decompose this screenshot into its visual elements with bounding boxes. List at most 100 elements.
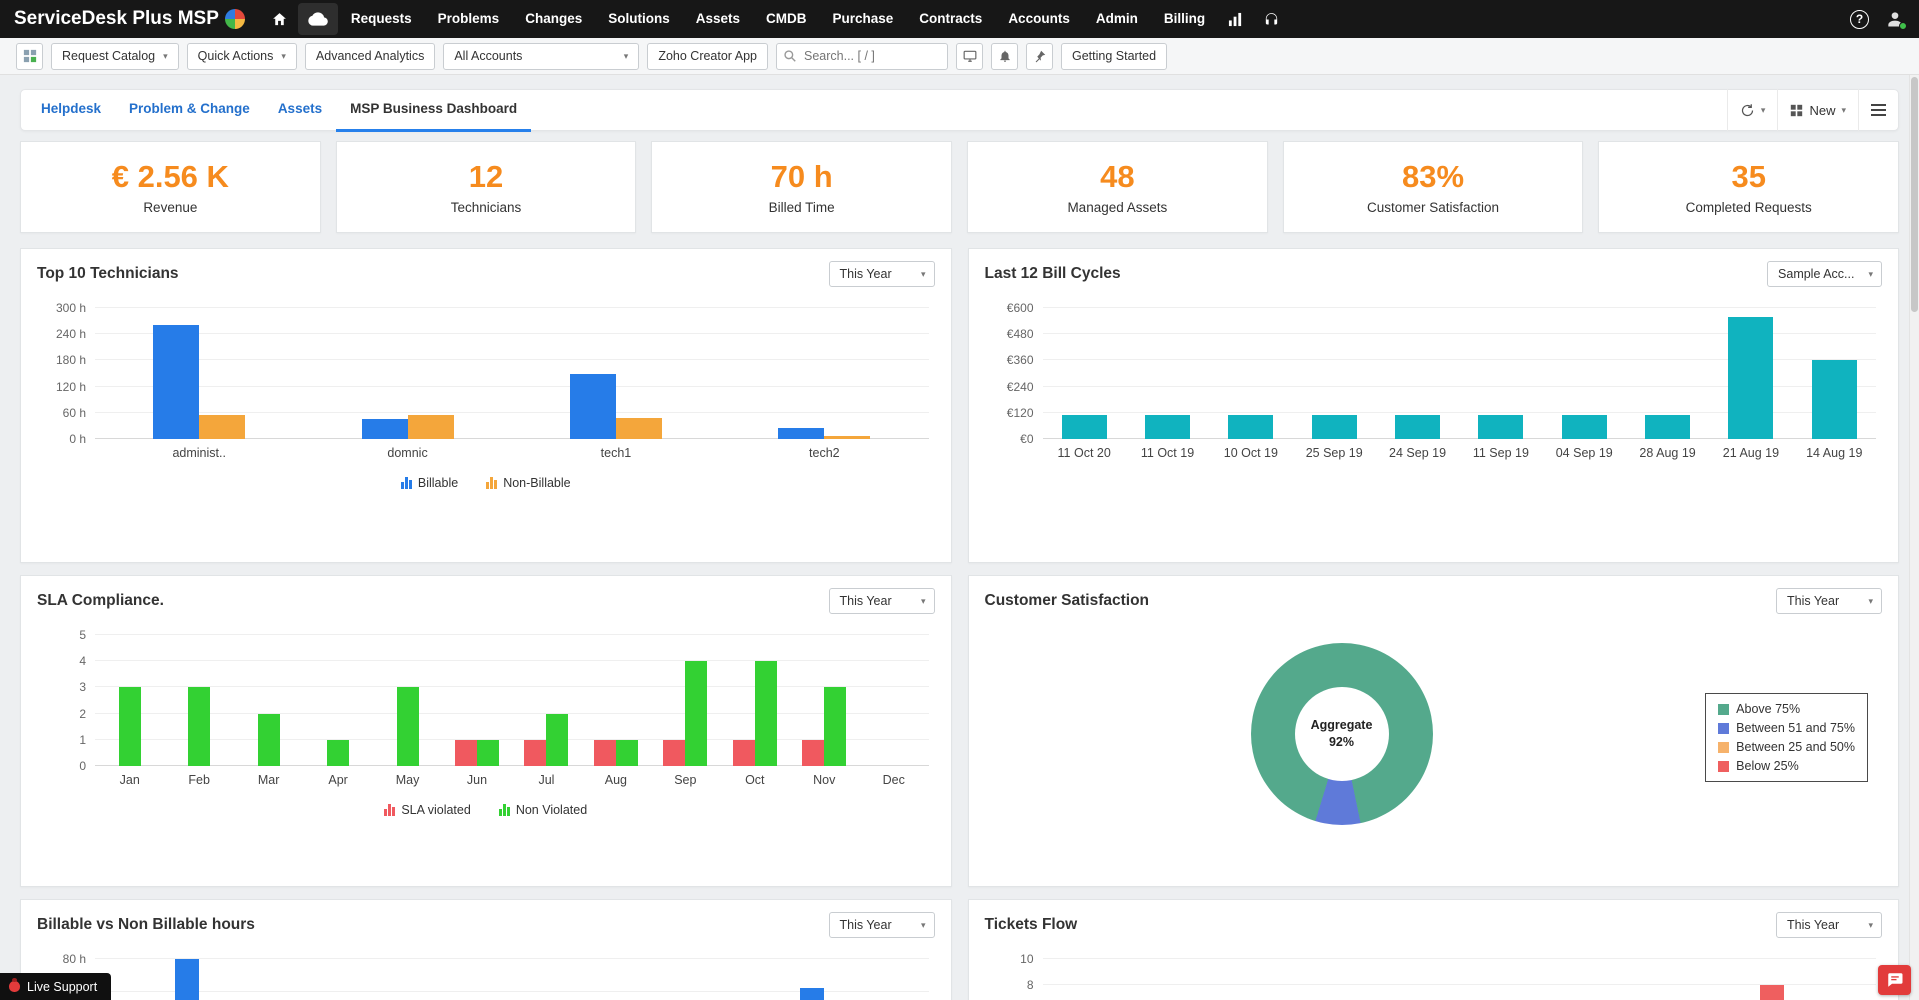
dashboard-tabs-bar: Helpdesk Problem & Change Assets MSP Bus… xyxy=(20,89,1899,132)
plot-area xyxy=(1042,958,1876,1000)
bar-group xyxy=(1043,959,1112,1000)
kpi-label: Revenue xyxy=(143,200,198,215)
bar-group xyxy=(1793,308,1876,439)
user-avatar[interactable] xyxy=(1885,9,1907,30)
home-icon[interactable] xyxy=(261,5,298,34)
headset-icon[interactable] xyxy=(1253,5,1290,34)
notifications-bell-icon[interactable] xyxy=(991,42,1018,70)
period-filter-dropdown[interactable]: This Year ▾ xyxy=(828,261,935,287)
filter-value: This Year xyxy=(839,918,892,932)
legend-item[interactable]: Non Violated xyxy=(498,803,588,817)
nav-contracts[interactable]: Contracts xyxy=(919,11,983,26)
reports-chart-icon[interactable] xyxy=(1218,6,1253,33)
request-catalog-dropdown[interactable]: Request Catalog ▾ xyxy=(51,42,179,70)
kpi-card-customer-satisfaction: 83% Customer Satisfaction xyxy=(1282,141,1584,233)
legend-item[interactable]: Billable xyxy=(400,476,458,490)
request-catalog-label: Request Catalog xyxy=(62,49,156,63)
kpi-label: Technicians xyxy=(450,200,522,215)
panels-grid: Top 10 Technicians This Year ▾ 0 h 60 h 12… xyxy=(20,248,1899,1000)
panel-sla-compliance: SLA Compliance. This Year ▾ 0 1 2 3 4 5 Jan Feb… xyxy=(20,575,952,887)
chevron-down-icon: ▾ xyxy=(1868,268,1873,279)
legend-label: Below 25% xyxy=(1736,759,1799,773)
nav-cmdb[interactable]: CMDB xyxy=(766,11,807,26)
bar-SLA violated xyxy=(593,739,616,766)
nav-accounts[interactable]: Accounts xyxy=(1008,11,1070,26)
refresh-icon xyxy=(1741,103,1754,116)
account-filter-dropdown[interactable]: All Accounts ▾ xyxy=(443,42,640,70)
tab-helpdesk[interactable]: Helpdesk xyxy=(41,100,102,116)
legend-label: Non Violated xyxy=(515,803,588,817)
chat-button[interactable] xyxy=(1878,965,1911,995)
nav-solutions[interactable]: Solutions xyxy=(608,11,670,26)
new-dashboard-button[interactable]: New ▾ xyxy=(1778,89,1858,131)
kpi-value: 48 xyxy=(1100,159,1135,194)
search-icon xyxy=(784,49,796,62)
topbar-right: ? xyxy=(1850,9,1907,30)
bar-group xyxy=(1376,308,1459,439)
live-support-bug-icon xyxy=(9,978,20,992)
x-label: Nov xyxy=(813,773,836,787)
y-tick-label: €360 xyxy=(1006,353,1034,368)
brand-logo-icon xyxy=(224,9,245,29)
zoho-creator-label: Zoho Creator App xyxy=(658,49,757,63)
catalog-grid-icon[interactable] xyxy=(16,42,43,70)
nav-changes[interactable]: Changes xyxy=(525,11,583,26)
divider xyxy=(1858,89,1859,131)
gridline xyxy=(1042,385,1876,387)
getting-started-button[interactable]: Getting Started xyxy=(1061,42,1168,70)
bar-group xyxy=(859,635,928,766)
gridline xyxy=(1042,411,1876,413)
bar-Non Violated xyxy=(754,661,777,766)
bar-Billed Amount xyxy=(1228,414,1274,439)
dashboard-cloud-icon[interactable] xyxy=(297,3,338,35)
legend-item[interactable]: SLA violated xyxy=(384,803,471,817)
nav-problems[interactable]: Problems xyxy=(437,11,500,26)
tab-assets[interactable]: Assets xyxy=(277,100,323,116)
zoho-creator-app-button[interactable]: Zoho Creator App xyxy=(647,42,768,70)
global-search xyxy=(776,42,948,70)
bar-Billed Amount xyxy=(1811,360,1857,439)
nav-purchase[interactable]: Purchase xyxy=(832,11,894,26)
bar-group xyxy=(1112,959,1181,1000)
menu-button[interactable] xyxy=(1859,89,1898,131)
remote-monitor-icon[interactable] xyxy=(956,42,983,70)
x-label: Aug xyxy=(604,773,628,787)
bar-Billed Amount xyxy=(1145,414,1191,439)
gridline xyxy=(95,712,929,714)
period-filter-dropdown[interactable]: This Year ▾ xyxy=(1776,588,1882,614)
legend-item[interactable]: Non-Billable xyxy=(486,476,571,490)
advanced-analytics-button[interactable]: Advanced Analytics xyxy=(304,42,436,70)
refresh-button[interactable]: ▾ xyxy=(1728,89,1778,131)
pin-icon[interactable] xyxy=(1026,42,1053,70)
live-support-label: Live Support xyxy=(27,979,98,994)
period-filter-dropdown[interactable]: This Year ▾ xyxy=(1776,912,1882,938)
tab-problem-change[interactable]: Problem & Change xyxy=(129,100,250,116)
nav-billing[interactable]: Billing xyxy=(1163,11,1206,26)
y-tick-label: 8 xyxy=(1026,978,1034,993)
bar-group xyxy=(651,959,720,1000)
scrollbar-thumb[interactable] xyxy=(1911,77,1918,312)
tab-msp-business-dashboard[interactable]: MSP Business Dashboard xyxy=(336,89,532,132)
legend-label: Between 51 and 75% xyxy=(1736,721,1855,735)
period-filter-dropdown[interactable]: This Year ▾ xyxy=(828,912,935,938)
live-support-button[interactable]: Live Support xyxy=(0,973,112,1000)
nav-admin[interactable]: Admin xyxy=(1095,11,1138,26)
brand[interactable]: ServiceDesk Plus MSP xyxy=(14,8,245,30)
gridline xyxy=(95,385,929,387)
quick-actions-dropdown[interactable]: Quick Actions ▾ xyxy=(186,42,297,70)
nav-requests[interactable]: Requests xyxy=(350,11,412,26)
kpi-row: € 2.56 K Revenue 12 Technicians 70 h Bil… xyxy=(20,141,1900,233)
chart-last-12-bill-cycles: €0 €120 €240 €360 €480 €600 11 Oct 20 11 Oct 19… xyxy=(969,296,1899,460)
bar-Non Violated xyxy=(327,739,350,766)
period-filter-dropdown[interactable]: This Year ▾ xyxy=(828,588,935,614)
nav-assets[interactable]: Assets xyxy=(695,11,740,26)
gridline xyxy=(95,634,929,635)
vertical-scrollbar[interactable] xyxy=(1909,75,1919,1000)
help-icon[interactable]: ? xyxy=(1850,9,1869,29)
bar-group xyxy=(1543,308,1626,439)
account-filter-dropdown[interactable]: Sample Acc... ▾ xyxy=(1767,261,1882,287)
search-input[interactable] xyxy=(776,42,948,70)
donut-center-label: Aggregate xyxy=(1310,718,1373,733)
panel-top-10-technicians: Top 10 Technicians This Year ▾ 0 h 60 h 12… xyxy=(20,248,952,563)
y-tick-label: €600 xyxy=(1006,301,1034,315)
